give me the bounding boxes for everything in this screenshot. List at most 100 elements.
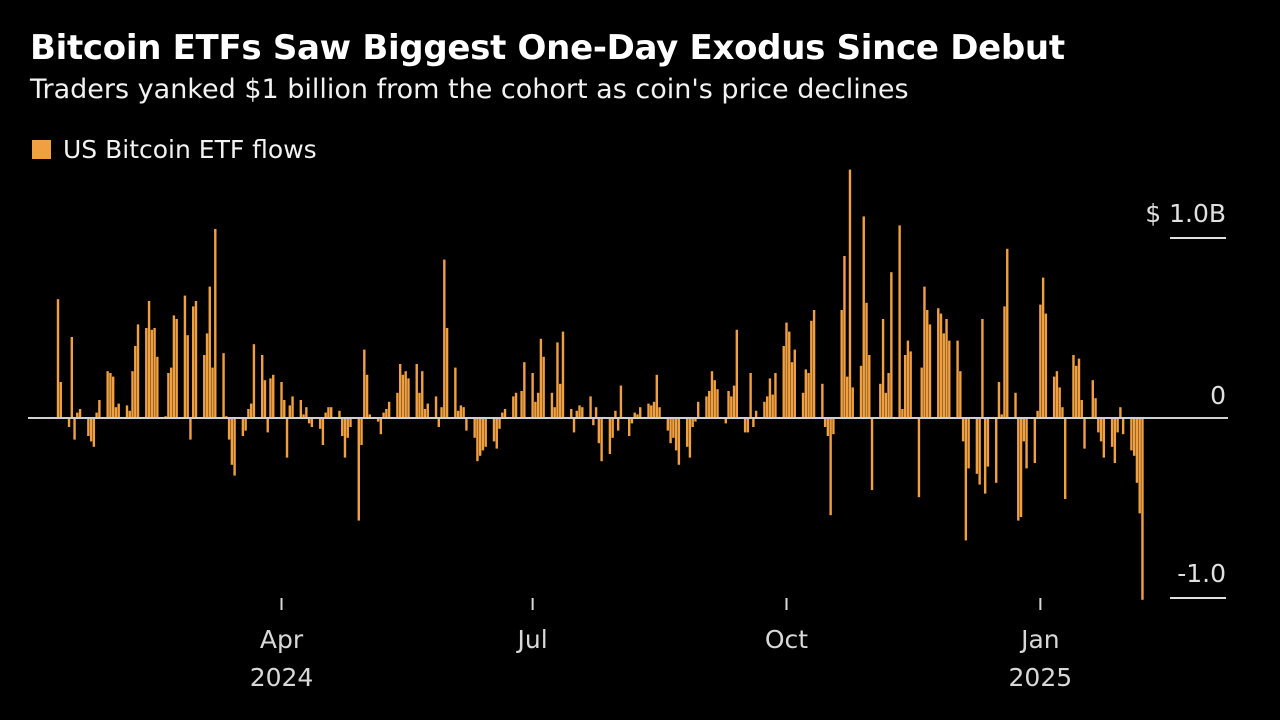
flow-bar xyxy=(674,418,678,451)
flow-bar xyxy=(136,324,140,418)
flow-bar xyxy=(434,396,438,418)
flow-bar xyxy=(1039,304,1042,418)
flow-bar xyxy=(415,364,418,418)
flow-bar xyxy=(763,401,766,418)
flow-bar xyxy=(338,410,341,418)
flow-bar xyxy=(749,373,752,418)
flow-bar xyxy=(694,418,697,422)
flow-bar xyxy=(385,409,388,418)
flow-bar xyxy=(983,418,987,494)
flow-bar xyxy=(542,356,545,418)
flow-bar xyxy=(705,396,708,418)
flow-bar xyxy=(98,400,101,418)
flow-bar xyxy=(995,418,998,483)
flow-bar xyxy=(87,418,90,436)
flow-bar xyxy=(73,418,76,440)
flow-bar xyxy=(672,418,675,438)
flow-bar xyxy=(710,371,714,418)
flow-bar xyxy=(1099,418,1103,442)
flow-bar xyxy=(771,394,774,418)
flow-bar xyxy=(462,407,465,418)
flow-bar xyxy=(1119,407,1122,418)
flow-bar xyxy=(117,403,120,418)
flow-bar xyxy=(512,396,515,418)
flow-bar xyxy=(730,396,733,418)
flow-bar xyxy=(1052,376,1056,418)
flow-bar xyxy=(241,418,245,436)
flow-bar xyxy=(534,401,537,418)
x-tick-label: Jan xyxy=(1019,625,1060,654)
flow-bar xyxy=(291,396,294,418)
flow-bar xyxy=(570,409,573,418)
x-tick-label: Jul xyxy=(516,625,548,654)
flow-bar xyxy=(321,418,325,445)
flow-bar xyxy=(1061,407,1064,418)
flow-bar xyxy=(473,418,476,438)
flow-bar xyxy=(459,405,463,418)
flow-bar xyxy=(746,418,750,433)
flow-bar xyxy=(743,418,747,433)
flow-bar xyxy=(156,356,159,418)
flow-bar xyxy=(365,374,369,418)
flow-bar xyxy=(208,286,211,418)
flow-bar xyxy=(285,418,289,458)
flow-bar xyxy=(807,373,810,418)
flow-bar xyxy=(1138,418,1141,514)
flow-bar xyxy=(418,392,421,418)
flow-bar xyxy=(222,353,225,418)
flow-bar xyxy=(556,342,559,418)
flow-bar xyxy=(636,414,639,418)
flow-bar xyxy=(445,328,449,418)
x-tick-label: Oct xyxy=(765,625,808,654)
flow-bar xyxy=(343,418,347,458)
y-tick-label: 0 xyxy=(1210,381,1226,410)
flow-bar xyxy=(793,349,796,418)
flow-bar xyxy=(716,389,719,418)
flow-bar xyxy=(189,418,192,440)
flow-bar xyxy=(230,418,234,465)
flow-bar xyxy=(688,418,692,458)
flow-bar xyxy=(70,337,73,418)
flow-bar xyxy=(288,405,291,418)
flow-bar xyxy=(283,400,286,418)
flow-bar xyxy=(305,407,308,418)
flow-bar xyxy=(396,392,399,418)
flow-bar xyxy=(920,367,923,418)
flow-bar xyxy=(1091,380,1094,418)
flow-bar xyxy=(658,407,661,418)
flow-bar xyxy=(981,319,984,418)
flow-bar xyxy=(426,403,429,418)
flow-bar xyxy=(619,385,623,418)
flow-bar xyxy=(536,392,540,418)
flow-bar xyxy=(843,256,846,418)
flow-bar xyxy=(443,259,446,418)
flow-bar xyxy=(1041,277,1045,418)
flow-bar xyxy=(1083,418,1086,449)
flow-bar xyxy=(801,392,805,418)
flow-bar xyxy=(708,391,711,418)
flow-bar xyxy=(611,418,614,438)
flow-bar xyxy=(1110,418,1114,447)
flow-bar xyxy=(1003,306,1006,418)
flow-bar xyxy=(440,407,443,418)
flow-bar xyxy=(997,382,1001,418)
flow-bar xyxy=(327,407,330,418)
flow-bar xyxy=(1113,418,1117,463)
flow-bar xyxy=(754,410,758,418)
bars-group xyxy=(56,169,1144,600)
flow-bar xyxy=(357,418,360,521)
chart-title: Bitcoin ETFs Saw Biggest One-Day Exodus … xyxy=(30,28,1065,68)
flow-bar xyxy=(324,412,327,418)
x-tick-label: Apr xyxy=(260,625,304,654)
flow-bar xyxy=(1055,371,1059,418)
flow-bar xyxy=(134,346,137,418)
y-axis: $ 1.0B 0 -1.0 xyxy=(1145,199,1226,599)
flow-bar xyxy=(823,418,827,427)
flow-bar xyxy=(851,387,854,418)
x-tick-year-label: 2024 xyxy=(250,663,314,692)
flow-bar xyxy=(280,382,283,418)
flow-bar xyxy=(628,418,631,436)
flow-bar xyxy=(520,391,523,418)
flow-bar xyxy=(826,418,830,436)
flow-bar xyxy=(172,315,176,418)
